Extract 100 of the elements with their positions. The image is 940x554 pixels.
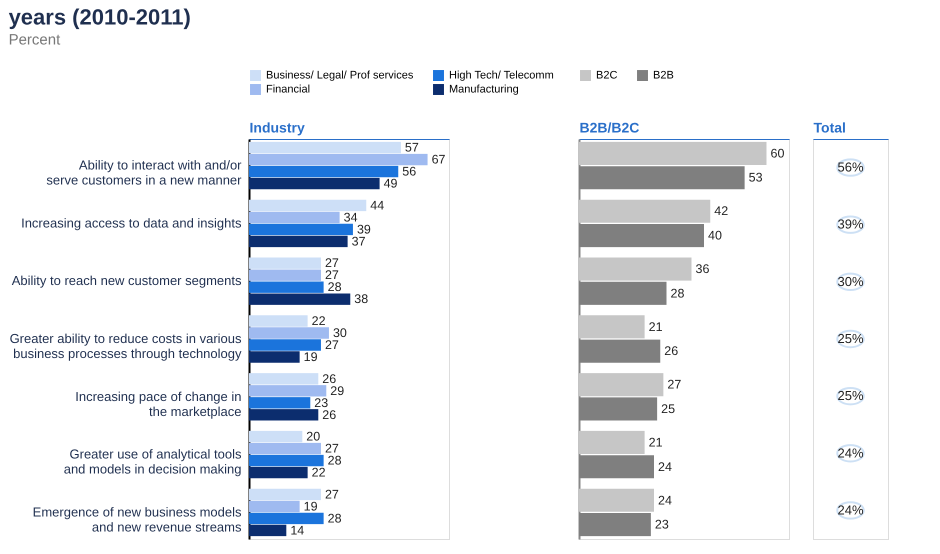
data-label: 23 xyxy=(314,396,328,410)
data-label: 20 xyxy=(306,430,320,444)
data-label: 26 xyxy=(664,344,678,358)
y-tick-label: Increasing pace of change in the marketplace xyxy=(75,388,242,419)
legend-label: B2C xyxy=(596,70,618,82)
data-label: 27 xyxy=(324,338,339,352)
bar xyxy=(249,269,321,281)
bar xyxy=(249,293,350,305)
bar xyxy=(579,373,664,396)
bar xyxy=(249,524,286,536)
bar xyxy=(249,166,398,178)
bar xyxy=(579,488,654,512)
data-label: 22 xyxy=(312,466,326,480)
bar xyxy=(249,339,321,351)
bar xyxy=(249,351,300,363)
text: Percent xyxy=(8,32,62,48)
data-label: 26 xyxy=(322,408,336,422)
bar xyxy=(249,442,321,454)
data-label: 36 xyxy=(696,262,710,276)
bar xyxy=(249,488,321,500)
bar xyxy=(249,397,310,409)
bar xyxy=(249,315,308,327)
chart-title: years (2010-2011) xyxy=(8,4,191,30)
y-tick-label: Ability to reach new customer segments xyxy=(12,273,242,288)
data-label: 30 xyxy=(332,326,347,340)
data-label: 28 xyxy=(328,280,342,294)
text: 30% xyxy=(837,274,864,289)
legend-label: Financial xyxy=(266,84,310,96)
data-label: 23 xyxy=(654,518,669,532)
bar xyxy=(249,142,401,154)
bar xyxy=(249,236,348,248)
data-label: 21 xyxy=(648,320,663,334)
data-label: 24 xyxy=(658,460,672,474)
y-tick-label: Greater ability to reduce costs in various business processes through technology xyxy=(10,331,242,361)
data-label: 34 xyxy=(344,210,358,224)
data-label: 19 xyxy=(304,350,318,364)
data-label: 44 xyxy=(370,198,384,212)
y-tick-label: Ability to interact with and/or serve customers in a new manner xyxy=(46,158,242,188)
data-label: 60 xyxy=(770,146,784,160)
legend-label: High Tech/ Telecomm xyxy=(449,70,554,82)
data-label: 42 xyxy=(714,204,728,218)
bar xyxy=(249,373,318,385)
y-tick-label: Increasing access to data and insights xyxy=(21,215,242,230)
bar xyxy=(579,315,645,338)
data-label: 49 xyxy=(384,176,398,191)
data-label: 39 xyxy=(356,222,371,236)
data-label: 37 xyxy=(352,234,366,248)
bar xyxy=(249,500,300,512)
bar xyxy=(249,327,329,339)
data-label: 19 xyxy=(304,499,318,514)
legend-label: Manufacturing xyxy=(449,84,519,96)
legend-label: B2B xyxy=(653,70,674,82)
data-label: 27 xyxy=(324,268,339,282)
data-label: 28 xyxy=(328,454,342,468)
data-label: 22 xyxy=(312,314,326,328)
x-axis-title: B2B/B2C xyxy=(580,120,640,136)
data-label: 28 xyxy=(670,286,684,300)
bar xyxy=(249,200,366,212)
text: 25% xyxy=(837,388,864,404)
text: 25% xyxy=(837,331,864,346)
data-label: 24 xyxy=(658,493,672,508)
data-label: 53 xyxy=(748,170,763,185)
bar xyxy=(249,466,308,478)
bar xyxy=(249,454,324,466)
data-label: 56 xyxy=(402,164,416,179)
bar xyxy=(249,430,302,442)
data-label: 21 xyxy=(648,435,663,450)
text: Total xyxy=(814,120,846,136)
data-label: 28 xyxy=(328,511,342,526)
bar xyxy=(249,154,428,166)
text: 56% xyxy=(837,160,864,175)
bar xyxy=(249,257,321,269)
bar xyxy=(249,512,324,524)
data-label: 25 xyxy=(661,402,676,416)
data-label: 29 xyxy=(330,384,344,398)
text: 24% xyxy=(837,445,864,460)
data-label: 14 xyxy=(290,523,304,538)
bar xyxy=(249,385,326,397)
y-tick-label: Greater use of analytical tools and models in decision making xyxy=(64,446,242,477)
data-label: 27 xyxy=(324,256,339,270)
bar xyxy=(249,224,353,236)
bar xyxy=(249,409,318,421)
data-label: 67 xyxy=(432,152,446,167)
data-label: 27 xyxy=(324,487,339,502)
y-tick-label: Emergence of new business models and new revenue streams xyxy=(32,504,242,534)
legend-label: Business/ Legal/ Prof services xyxy=(266,70,414,82)
bar xyxy=(579,200,710,223)
data-label: 38 xyxy=(354,292,368,306)
bar xyxy=(249,178,380,190)
data-label: 27 xyxy=(324,442,339,456)
data-label: 57 xyxy=(404,140,419,155)
bar xyxy=(249,212,340,224)
x-axis-title: Industry xyxy=(250,120,305,136)
bar xyxy=(249,281,324,293)
bar xyxy=(579,257,692,281)
bar xyxy=(579,142,766,165)
data-label: 27 xyxy=(667,378,682,392)
text: 39% xyxy=(837,216,864,232)
data-label: 40 xyxy=(708,228,722,243)
data-label: 26 xyxy=(322,372,336,386)
